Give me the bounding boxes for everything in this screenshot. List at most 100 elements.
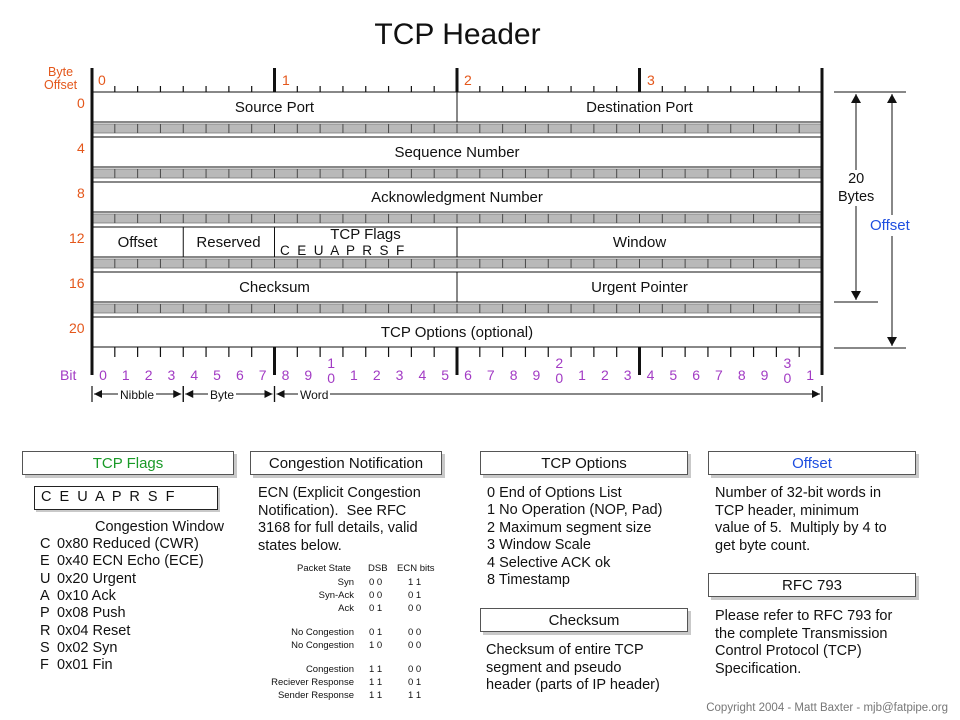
bit-number: 1	[121, 367, 130, 383]
scale-arrowhead	[185, 390, 194, 398]
bit-label: Bit	[60, 367, 77, 383]
tcp-flag-item: U 0x20 Urgent	[40, 571, 136, 589]
bit-number: 2	[144, 367, 153, 383]
ruler-ticks	[90, 68, 824, 375]
ecn-header-state: Packet State	[297, 563, 351, 574]
bit-number: 8	[509, 367, 518, 383]
bit-number: 8	[737, 367, 746, 383]
tcp-flag-description: 0x02 Syn	[57, 639, 118, 656]
field-sequence-number: Sequence Number	[394, 143, 520, 161]
ecn-bits: 1 1	[408, 577, 422, 588]
bit-number: 9	[532, 367, 541, 383]
tcp-flag-letter: C	[40, 536, 51, 552]
tcp-flags-box-letters: C E U A P R S F	[41, 489, 175, 505]
field-window: Window	[612, 233, 667, 251]
bit-number: 9	[304, 367, 313, 383]
scale-arrowhead	[812, 390, 820, 398]
ecn-bits: 0 0	[408, 640, 422, 651]
field-frames	[90, 68, 906, 402]
bit-number: 7	[715, 367, 723, 383]
panel-rfc-header: RFC 793	[708, 573, 916, 597]
tcp-flag-letter: P	[40, 605, 50, 622]
field-tcp-flags: TCP Flags	[330, 225, 401, 243]
bit-number: 4	[418, 367, 427, 383]
panel-options-header: TCP Options	[480, 451, 688, 475]
scale-arrowhead	[173, 390, 182, 398]
row-offset-4: 4	[77, 140, 85, 156]
bit-number: 8	[281, 367, 290, 383]
bit-number: 6	[692, 367, 701, 383]
tcp-flag-item: R 0x04 Reset	[40, 623, 130, 641]
ecn-dsb: 1 1	[369, 677, 383, 688]
ecn-state: Reciever Response	[271, 677, 354, 688]
bit-number: 3 0	[783, 355, 792, 386]
rfc-text: Please refer to RFC 793 for the complete…	[715, 608, 893, 677]
bit-number: 4	[190, 367, 199, 383]
tcp-flag-description: 0x20 Urgent	[57, 570, 136, 587]
bit-number: 1	[578, 367, 586, 383]
tcp-flag-item: E 0x40 ECN Echo (ECE)	[40, 553, 204, 571]
bit-number: 3	[167, 367, 176, 383]
tcp-flag-item: A 0x10 Ack	[40, 588, 116, 606]
arrowhead-down	[887, 337, 897, 346]
field-offset: Offset	[117, 233, 158, 251]
scale-arrowhead	[264, 390, 273, 398]
offset-text: Number of 32-bit words in TCP header, mi…	[715, 485, 887, 554]
panel-congestion-header: Congestion Notification	[250, 451, 442, 475]
field-checksum: Checksum	[239, 278, 310, 296]
ecn-header-dsb: DSB	[368, 563, 388, 574]
nibble-label: Nibble	[118, 388, 157, 402]
byte-index-1: 1	[282, 72, 290, 88]
tcp-option-item: 3 Window Scale	[487, 537, 591, 554]
byte-offset-label: Byte Offset	[44, 65, 78, 92]
ecn-state: Syn	[337, 577, 354, 588]
ecn-bits: 0 1	[408, 677, 422, 688]
bit-number: 1	[806, 367, 815, 383]
ecn-state: Ack	[338, 603, 354, 614]
tcp-flag-item: C 0x80 Reduced (CWR)	[40, 536, 199, 554]
bit-number: 6	[464, 367, 472, 383]
ecn-bits: 0 0	[408, 627, 422, 638]
bit-number: 2	[372, 367, 381, 383]
tcp-flag-letter: R	[40, 622, 51, 639]
bit-number: 7	[486, 367, 495, 383]
tcp-option-item: 4 Selective ACK ok	[487, 554, 611, 571]
bit-number: 7	[258, 367, 267, 383]
congestion-window-label: Congestion Window	[95, 519, 224, 535]
checksum-text: Checksum of entire TCP segment and pseud…	[486, 642, 660, 693]
field-urgent-pointer: Urgent Pointer	[591, 278, 688, 296]
offset-side-label: Offset	[870, 215, 910, 236]
bit-number: 5	[441, 367, 450, 383]
byte-label: Byte	[208, 388, 237, 402]
ecn-dsb: 0 0	[369, 590, 383, 601]
tcp-flag-description: 0x08 Push	[57, 605, 126, 622]
row-offset-12: 12	[69, 230, 85, 246]
page-title: TCP Header	[374, 18, 541, 51]
bit-number: 5	[213, 367, 221, 383]
header-diagram	[90, 68, 906, 402]
field-tcp-options: TCP Options (optional)	[380, 323, 534, 341]
twenty-bytes-label: 20 Bytes	[838, 170, 875, 206]
arrowhead-down	[851, 291, 861, 300]
bit-number: 9	[760, 367, 769, 383]
tcp-flag-letter: F	[40, 657, 49, 674]
tcp-flag-description: 0x01 Fin	[57, 657, 113, 674]
tcp-option-item: 0 End of Options List	[487, 485, 622, 501]
tcp-flag-item: S 0x02 Syn	[40, 640, 117, 658]
tcp-flag-letter: U	[40, 570, 51, 587]
tcp-flag-item: P 0x08 Push	[40, 605, 126, 623]
tcp-flag-letter: A	[40, 587, 50, 604]
row-offset-0: 0	[77, 95, 85, 111]
row-offset-16: 16	[69, 275, 85, 291]
ecn-state: No Congestion	[291, 640, 354, 651]
panel-tcp-flags-header: TCP Flags	[22, 451, 234, 475]
ecn-dsb: 1 1	[369, 690, 383, 701]
ecn-dsb: 0 1	[369, 603, 383, 614]
tcp-option-item: 1 No Operation (NOP, Pad)	[487, 502, 663, 519]
bit-number: 4	[646, 367, 655, 383]
byte-index-2: 2	[464, 72, 472, 88]
field-destination-port: Destination Port	[586, 98, 693, 116]
congestion-text: ECN (Explicit Congestion Notification). …	[258, 485, 421, 554]
ecn-state: Sender Response	[277, 690, 354, 701]
bit-number: 1	[350, 367, 358, 383]
